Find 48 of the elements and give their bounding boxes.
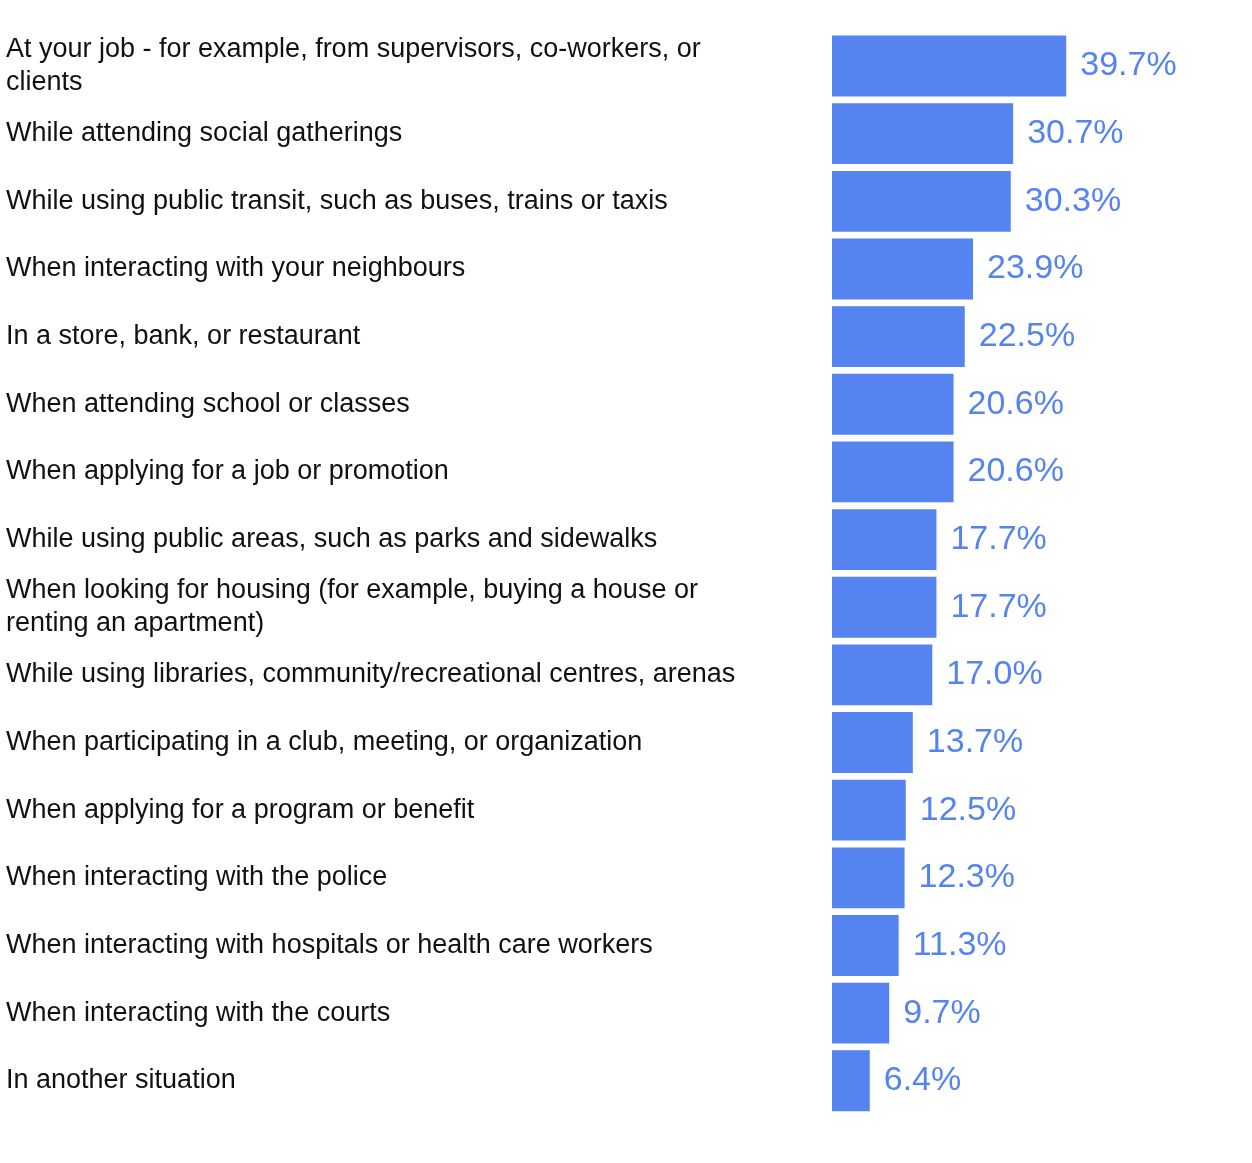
- y-tick-label: When attending school or classes: [6, 387, 410, 418]
- data-label: 20.6%: [967, 382, 1064, 421]
- y-tick-label: In another situation: [6, 1064, 236, 1095]
- y-tick-label: While attending social gatherings: [6, 117, 403, 148]
- data-label: 11.3%: [912, 923, 1007, 962]
- y-tick-label: When interacting with the courts: [6, 996, 391, 1027]
- bar: [832, 238, 974, 300]
- data-label: 30.7%: [1027, 112, 1124, 151]
- bar: [832, 373, 954, 435]
- data-label: 17.0%: [946, 653, 1043, 692]
- data-label: 9.7%: [903, 991, 981, 1030]
- data-label: 13.7%: [926, 720, 1024, 759]
- bar: [832, 982, 890, 1044]
- data-label: 6.4%: [883, 1059, 962, 1098]
- bar: [832, 712, 913, 773]
- data-label: 39.7%: [1080, 44, 1177, 83]
- data-label: 12.3%: [918, 856, 1015, 895]
- data-label: 22.5%: [978, 315, 1076, 353]
- data-label: 20.6%: [967, 450, 1064, 489]
- bar: [832, 847, 905, 909]
- data-label: 12.5%: [919, 788, 1017, 827]
- bar: [832, 779, 906, 841]
- y-tick-label: At your job - for example, from supervisors, co-workers, or clients: [6, 33, 701, 96]
- y-tick-label: While using public transit, such as buses, trains or taxis: [6, 184, 668, 215]
- y-tick-label: When looking for housing (for example, buying a house or renting an apartment): [6, 574, 698, 637]
- y-tick-label: When applying for a program or benefit: [6, 793, 475, 824]
- y-tick-label: While using libraries, community/recreational centres, arenas: [6, 658, 736, 689]
- bar: [832, 915, 899, 976]
- data-label: 17.7%: [950, 517, 1047, 556]
- bar: [832, 306, 965, 368]
- y-tick-label: When interacting with hospitals or health care workers: [6, 928, 653, 959]
- bar: [832, 35, 1067, 97]
- bar: [832, 644, 933, 706]
- y-tick-label: When interacting with your neighbours: [6, 252, 466, 283]
- bar: [832, 509, 937, 571]
- data-label: 17.7%: [950, 585, 1047, 624]
- bar: [832, 576, 937, 638]
- bar: [832, 103, 1014, 165]
- y-tick-label: In a store, bank, or restaurant: [6, 320, 361, 351]
- data-label: 23.9%: [987, 247, 1084, 286]
- bar: [832, 1050, 870, 1112]
- y-tick-label: When applying for a job or promotion: [6, 455, 449, 486]
- bar: [832, 170, 1011, 232]
- y-tick-label: When interacting with the police: [6, 861, 388, 892]
- bar: [832, 441, 954, 503]
- y-tick-label: When participating in a club, meeting, or organization: [6, 725, 643, 756]
- y-tick-label: While using public areas, such as parks and sidewalks: [6, 523, 658, 554]
- data-label: 30.3%: [1024, 179, 1122, 218]
